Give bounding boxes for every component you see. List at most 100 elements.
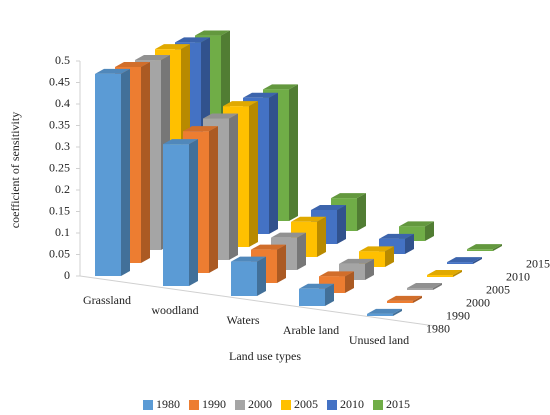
bar-top — [183, 126, 218, 132]
bar-top — [243, 92, 278, 98]
x-tick-label: woodland — [151, 303, 198, 317]
bar — [407, 282, 442, 290]
legend-label: 1990 — [202, 397, 226, 411]
bar-top — [331, 193, 366, 199]
bar-top — [291, 216, 326, 222]
legend-label: 1980 — [156, 397, 180, 411]
bar — [387, 295, 422, 303]
bar-top — [251, 244, 286, 250]
bar-front — [387, 300, 413, 303]
bar-side — [289, 84, 298, 221]
floor-line — [79, 275, 436, 327]
bar-front — [407, 287, 433, 290]
legend-swatch — [235, 400, 245, 410]
legend-swatch — [327, 400, 337, 410]
x-tick-label: Waters — [226, 313, 259, 327]
bar-top — [223, 101, 258, 107]
x-tick-label: Arable land — [283, 323, 339, 337]
bar — [447, 257, 482, 264]
bar-top — [95, 68, 130, 74]
depth-tick-label: 1980 — [426, 321, 450, 335]
depth-tick-label: 2015 — [526, 256, 550, 270]
legend-label: 2005 — [294, 397, 318, 411]
y-tick-label: 0.35 — [49, 117, 70, 131]
bar-side — [425, 221, 434, 241]
bar-top — [231, 256, 266, 262]
bar — [231, 256, 266, 296]
bar-top — [447, 257, 482, 263]
x-tick-label: Grassland — [83, 293, 131, 307]
legend-swatch — [281, 400, 291, 410]
depth-tick-label: 2005 — [486, 282, 510, 296]
bar-top — [367, 308, 402, 314]
bar-side — [269, 92, 278, 234]
bar-side — [317, 216, 326, 257]
legend-swatch — [373, 400, 383, 410]
y-tick-label: 0.25 — [49, 160, 70, 174]
y-tick-label: 0.05 — [49, 246, 70, 260]
bar-side — [413, 295, 422, 303]
bar-side — [277, 244, 286, 283]
y-tick-label: 0.5 — [55, 53, 70, 67]
y-tick-label: 0.45 — [49, 74, 70, 88]
bar — [299, 283, 334, 306]
bar-side — [357, 193, 366, 231]
bar-top — [115, 61, 150, 67]
bar-side — [249, 101, 258, 247]
bar-side — [345, 271, 354, 293]
bar-side — [405, 233, 414, 254]
bar — [95, 68, 130, 277]
bar-side — [229, 113, 238, 260]
bar-side — [385, 246, 394, 267]
depth-tick-label: 2010 — [506, 269, 530, 283]
y-tick-label: 0.4 — [55, 96, 70, 110]
bar-side — [493, 244, 502, 251]
legend-swatch — [143, 400, 153, 410]
depth-tick-label: 1990 — [446, 308, 470, 322]
bar-side — [325, 283, 334, 306]
bar-front — [95, 73, 121, 277]
bar-front — [427, 275, 453, 277]
legend-label: 2000 — [248, 397, 272, 411]
bar-top — [467, 244, 502, 250]
bar-side — [453, 270, 462, 277]
y-tick-label: 0.15 — [49, 203, 70, 217]
depth-tick-label: 2000 — [466, 295, 490, 309]
bar-top — [339, 258, 374, 264]
bar — [467, 244, 502, 251]
x-tick-label: Unused land — [349, 333, 409, 347]
bar-side — [257, 256, 266, 296]
bar-top — [407, 282, 442, 288]
legend-swatch — [189, 400, 199, 410]
bar-top — [163, 139, 198, 145]
bar-front — [299, 288, 325, 306]
y-tick-label: 0 — [64, 268, 70, 282]
bar-side — [473, 257, 482, 264]
bar-side — [189, 139, 198, 286]
y-tick-label: 0.2 — [55, 182, 70, 196]
bar-side — [121, 68, 130, 277]
bar-top — [195, 30, 230, 36]
bar-top — [155, 44, 190, 50]
bar-top — [263, 84, 298, 90]
bar-front — [231, 261, 257, 296]
y-tick-label: 0.1 — [55, 225, 70, 239]
x-axis-title: Land use types — [229, 349, 301, 363]
bar-side — [209, 126, 218, 273]
bar-side — [433, 282, 442, 290]
bar-top — [299, 283, 334, 289]
bar-front — [467, 249, 493, 251]
bar-top — [319, 271, 354, 277]
y-tick-label: 0.3 — [55, 139, 70, 153]
bar — [427, 270, 462, 277]
bar-side — [297, 232, 306, 270]
bar-front — [163, 144, 189, 286]
bar-top — [359, 246, 394, 252]
bar-top — [311, 204, 346, 210]
legend-label: 2010 — [340, 397, 364, 411]
bar-top — [399, 221, 434, 227]
bar-side — [337, 204, 346, 244]
bar-side — [393, 308, 402, 316]
bar-top — [379, 233, 414, 239]
